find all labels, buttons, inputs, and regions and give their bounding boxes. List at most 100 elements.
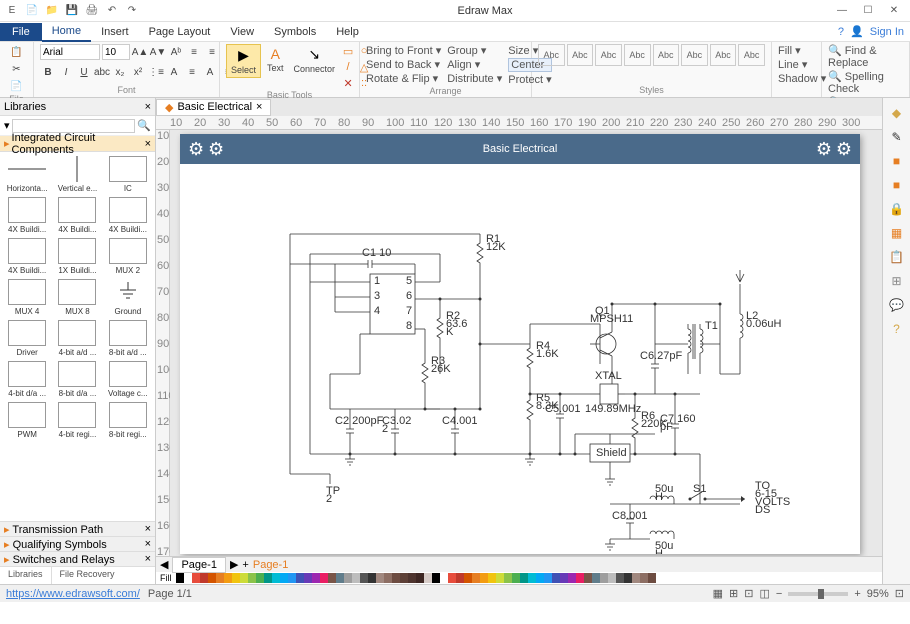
close-button[interactable]: ✕ [882, 2, 906, 20]
font-shrink-icon[interactable]: A▼ [150, 44, 166, 60]
line-spacing-icon[interactable]: ⋮≡ [148, 65, 164, 81]
zoom-in-button[interactable]: + [854, 588, 860, 600]
library-shape[interactable]: 4X Buildi... [105, 197, 151, 234]
library-category[interactable]: ▸ Qualifying Symbols× [0, 536, 155, 551]
library-shape[interactable]: Ground [105, 279, 151, 316]
color-swatch[interactable] [328, 573, 336, 583]
library-category[interactable]: ▸ Switches and Relays× [0, 551, 155, 566]
color-swatch[interactable] [616, 573, 624, 583]
fill-item[interactable]: Line ▾ [778, 58, 815, 71]
color-swatch[interactable] [496, 573, 504, 583]
color-swatch[interactable] [464, 573, 472, 583]
color-swatch[interactable] [432, 573, 440, 583]
save-icon[interactable]: 💾 [64, 3, 80, 19]
font-color-icon[interactable]: A [166, 65, 182, 81]
right-tool-4[interactable]: 🔒 [888, 200, 906, 218]
shape-0[interactable]: ▭ [341, 44, 355, 58]
color-swatch[interactable] [352, 573, 360, 583]
menu-help[interactable]: Help [326, 23, 369, 41]
arrange-item[interactable]: Distribute ▾ [447, 72, 502, 85]
undo-icon[interactable]: ↶ [104, 3, 120, 19]
color-swatch[interactable] [552, 573, 560, 583]
library-search-input[interactable] [12, 119, 136, 133]
text-tool[interactable]: A Text [263, 44, 288, 75]
color-swatch[interactable] [376, 573, 384, 583]
fit-button[interactable]: ⊡ [895, 587, 904, 600]
style-preset-6[interactable]: Abc [710, 44, 737, 66]
add-page-button[interactable]: + [242, 559, 248, 571]
arrange-item[interactable]: Rotate & Flip ▾ [366, 72, 441, 85]
color-swatch[interactable] [448, 573, 456, 583]
color-swatch[interactable] [632, 573, 640, 583]
menu-home[interactable]: Home [42, 22, 91, 42]
sign-in-icon[interactable]: 👤 [850, 25, 864, 38]
library-shape[interactable]: MUX 2 [105, 238, 151, 275]
fill-item[interactable]: Fill ▾ [778, 44, 815, 57]
arrange-item[interactable]: Group ▾ [447, 44, 502, 57]
color-swatch[interactable] [208, 573, 216, 583]
color-swatch[interactable] [280, 573, 288, 583]
style-preset-3[interactable]: Abc [624, 44, 651, 66]
cut-icon[interactable]: ✂ [9, 61, 25, 77]
font-size-select[interactable] [102, 44, 130, 60]
right-tool-9[interactable]: ? [888, 320, 906, 338]
right-tool-1[interactable]: ✎ [888, 128, 906, 146]
color-swatch[interactable] [216, 573, 224, 583]
color-swatch[interactable] [456, 573, 464, 583]
right-tool-2[interactable]: ■ [888, 152, 906, 170]
color-swatch[interactable] [648, 573, 656, 583]
color-swatch[interactable] [584, 573, 592, 583]
open-icon[interactable]: 📁 [44, 3, 60, 19]
color-swatch[interactable] [640, 573, 648, 583]
view-icon-4[interactable]: ◫ [759, 587, 769, 600]
status-url[interactable]: https://www.edrawsoft.com/ [6, 588, 140, 600]
color-swatch[interactable] [256, 573, 264, 583]
color-swatch[interactable] [288, 573, 296, 583]
right-tool-7[interactable]: ⊞ [888, 272, 906, 290]
color-swatch[interactable] [608, 573, 616, 583]
color-swatch[interactable] [248, 573, 256, 583]
color-swatch[interactable] [304, 573, 312, 583]
page-nav-prev[interactable]: ◀ [160, 558, 168, 571]
library-shape[interactable]: Vertical e... [54, 156, 100, 193]
subscript-button[interactable]: x₂ [112, 65, 128, 81]
right-tool-5[interactable]: ▦ [888, 224, 906, 242]
color-swatch[interactable] [176, 573, 184, 583]
change-case-icon[interactable]: Aᵇ [168, 44, 184, 60]
style-preset-7[interactable]: Abc [738, 44, 765, 66]
library-category-header[interactable]: ▸Integrated Circuit Components × [0, 136, 155, 152]
color-swatch[interactable] [296, 573, 304, 583]
library-shape[interactable]: 4-bit a/d ... [54, 320, 100, 357]
color-swatch[interactable] [544, 573, 552, 583]
document-tab-close-icon[interactable]: × [256, 101, 262, 113]
libraries-tab[interactable]: Libraries [0, 567, 52, 584]
color-swatch[interactable] [408, 573, 416, 583]
underline-button[interactable]: U [76, 65, 92, 81]
style-preset-0[interactable]: Abc [538, 44, 565, 66]
right-tool-8[interactable]: 💬 [888, 296, 906, 314]
library-shape[interactable]: 8-bit a/d ... [105, 320, 151, 357]
arrange-item[interactable]: Bring to Front ▾ [366, 44, 441, 57]
new-icon[interactable]: 📄 [24, 3, 40, 19]
align-icon[interactable]: ≡ [186, 44, 202, 60]
color-swatch[interactable] [624, 573, 632, 583]
library-shape[interactable]: 8-bit d/a ... [54, 361, 100, 398]
connector-tool[interactable]: ↘ Connector [290, 44, 340, 76]
help-icon[interactable]: ? [838, 26, 844, 38]
library-shape[interactable]: PWM [4, 402, 50, 439]
arrange-item[interactable]: Send to Back ▾ [366, 58, 441, 71]
file-recovery-tab[interactable]: File Recovery [52, 567, 123, 584]
style-preset-4[interactable]: Abc [653, 44, 680, 66]
library-category[interactable]: ▸ Transmission Path× [0, 521, 155, 536]
print-icon[interactable]: 🖨 [84, 3, 100, 19]
color-swatch[interactable] [520, 573, 528, 583]
color-swatch[interactable] [568, 573, 576, 583]
library-shape[interactable]: 4X Buildi... [4, 197, 50, 234]
page-nav-next[interactable]: ▶ [230, 558, 238, 571]
color-swatch[interactable] [560, 573, 568, 583]
font-grow-icon[interactable]: A▲ [132, 44, 148, 60]
library-shape[interactable]: IC [105, 156, 151, 193]
right-tool-0[interactable]: ◆ [888, 104, 906, 122]
copy-icon[interactable]: 📄 [9, 78, 25, 94]
shape-4[interactable]: ✕ [341, 76, 355, 90]
